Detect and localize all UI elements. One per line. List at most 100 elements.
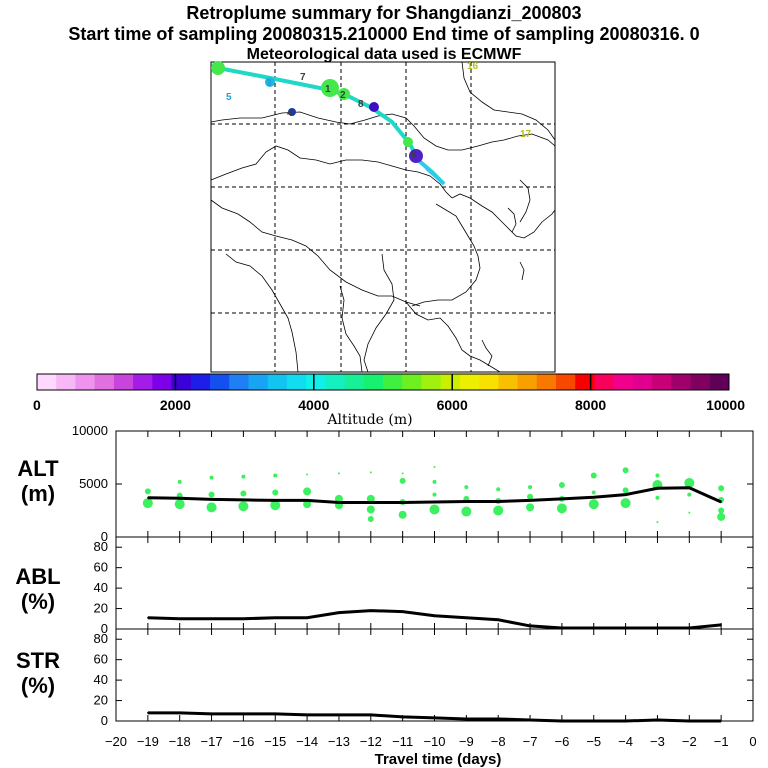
series-point xyxy=(497,619,500,621)
series-point xyxy=(401,716,404,718)
colorbar-tick-label: 0 xyxy=(33,397,41,413)
x-tick-label: −6 xyxy=(554,734,569,749)
y-tick-label: 0 xyxy=(101,621,108,636)
x-tick-label: −3 xyxy=(650,734,665,749)
series-point xyxy=(147,496,149,499)
y-tick-label: 80 xyxy=(94,539,108,554)
plume-number: 5 xyxy=(226,92,232,103)
scatter-point xyxy=(306,473,309,476)
scatter-point xyxy=(461,506,472,517)
plume-number: 8 xyxy=(358,99,364,110)
x-tick-label: −2 xyxy=(682,734,697,749)
colorbar-swatch xyxy=(536,374,557,390)
scatter-point xyxy=(493,505,504,516)
chart-panel-alt: 0 5000 10000 xyxy=(72,423,754,544)
series-point xyxy=(561,498,563,500)
chart-title: Retroplume summary for Shangdianzi_20080… xyxy=(186,3,582,23)
scatter-point xyxy=(590,472,597,479)
colorbar-swatch xyxy=(210,374,230,390)
scatter-point xyxy=(655,473,660,478)
colorbar-swatch xyxy=(594,374,615,390)
alt-panel-label: ALT xyxy=(17,456,59,481)
map-boundaries xyxy=(210,61,556,373)
y-tick-label: 60 xyxy=(94,652,108,667)
series-point xyxy=(242,713,245,715)
y-tick-label: 0 xyxy=(101,713,108,728)
x-tick-label: −16 xyxy=(232,734,254,749)
x-tick-label: −9 xyxy=(459,734,474,749)
colorbar-swatch xyxy=(248,374,269,390)
x-tick-label: −15 xyxy=(264,734,286,749)
x-tick-label: −10 xyxy=(423,734,445,749)
scatter-point xyxy=(464,485,469,490)
scatter-point xyxy=(241,474,246,479)
series-point xyxy=(592,720,595,722)
plume-number: 2 xyxy=(340,90,346,101)
scatter-point xyxy=(684,477,695,488)
scatter-point xyxy=(238,501,249,512)
scatter-point xyxy=(655,495,660,500)
scatter-point xyxy=(432,479,437,484)
series-point xyxy=(497,718,500,720)
series-point xyxy=(720,501,722,503)
colorbar-swatch xyxy=(632,374,653,390)
chart-panel-str: 0 20 40 60 80 xyxy=(94,628,754,728)
scatter-point xyxy=(718,507,725,514)
y-tick-label: 0 xyxy=(101,529,108,544)
scatter-point xyxy=(206,502,217,513)
series-point xyxy=(210,617,213,620)
series-point xyxy=(338,714,340,716)
abl-panel-unit: (%) xyxy=(21,589,55,614)
colorbar-swatch xyxy=(498,374,519,390)
series-point xyxy=(274,499,277,502)
series-point xyxy=(147,616,149,619)
series-point xyxy=(529,719,531,721)
colorbar-swatch xyxy=(267,374,288,390)
series-point xyxy=(370,501,372,504)
scatter-point xyxy=(558,482,565,489)
colorbar-swatch xyxy=(75,374,96,390)
scatter-point xyxy=(622,487,629,494)
series-point xyxy=(465,616,468,619)
series-point xyxy=(561,720,563,722)
scatter-point xyxy=(432,492,437,497)
scatter-point xyxy=(240,490,247,497)
series-point xyxy=(529,499,531,502)
str-panel-unit: (%) xyxy=(21,673,55,698)
scatter-point xyxy=(142,498,153,509)
series-point xyxy=(592,627,595,629)
colorbar-swatch xyxy=(37,374,57,390)
colorbar-tick-label: 4000 xyxy=(298,397,329,413)
y-tick-label: 5000 xyxy=(79,476,108,491)
scatter-point xyxy=(174,499,185,510)
series-point xyxy=(147,712,149,714)
series-point xyxy=(433,614,436,617)
colorbar-swatch xyxy=(113,374,134,390)
scatter-point xyxy=(208,491,215,498)
colorbar-swatch xyxy=(421,374,442,390)
scatter-point xyxy=(717,512,726,521)
series-point xyxy=(306,616,308,619)
x-tick-label: −17 xyxy=(201,734,223,749)
x-tick-label: −13 xyxy=(328,734,350,749)
series-point xyxy=(656,627,659,629)
series-point xyxy=(688,486,691,489)
series-point xyxy=(306,714,308,716)
plume-number: 3 xyxy=(266,78,272,89)
scatter-point xyxy=(622,467,629,474)
series-point xyxy=(401,501,404,504)
plume-marker xyxy=(369,102,379,112)
series-point xyxy=(274,713,277,715)
scatter-point xyxy=(688,511,691,514)
colorbar-swatch xyxy=(402,374,422,390)
series-point xyxy=(178,617,181,620)
scatter-point xyxy=(399,477,406,484)
map-panel: 1 2 3 4 5 7 8 16 17 9 xyxy=(210,61,556,373)
plume-number: 1 xyxy=(325,84,331,95)
scatter-point xyxy=(718,485,725,492)
series-point xyxy=(656,719,659,721)
series-point xyxy=(529,625,531,627)
colorbar-swatch xyxy=(459,374,480,390)
series-point xyxy=(688,627,691,629)
